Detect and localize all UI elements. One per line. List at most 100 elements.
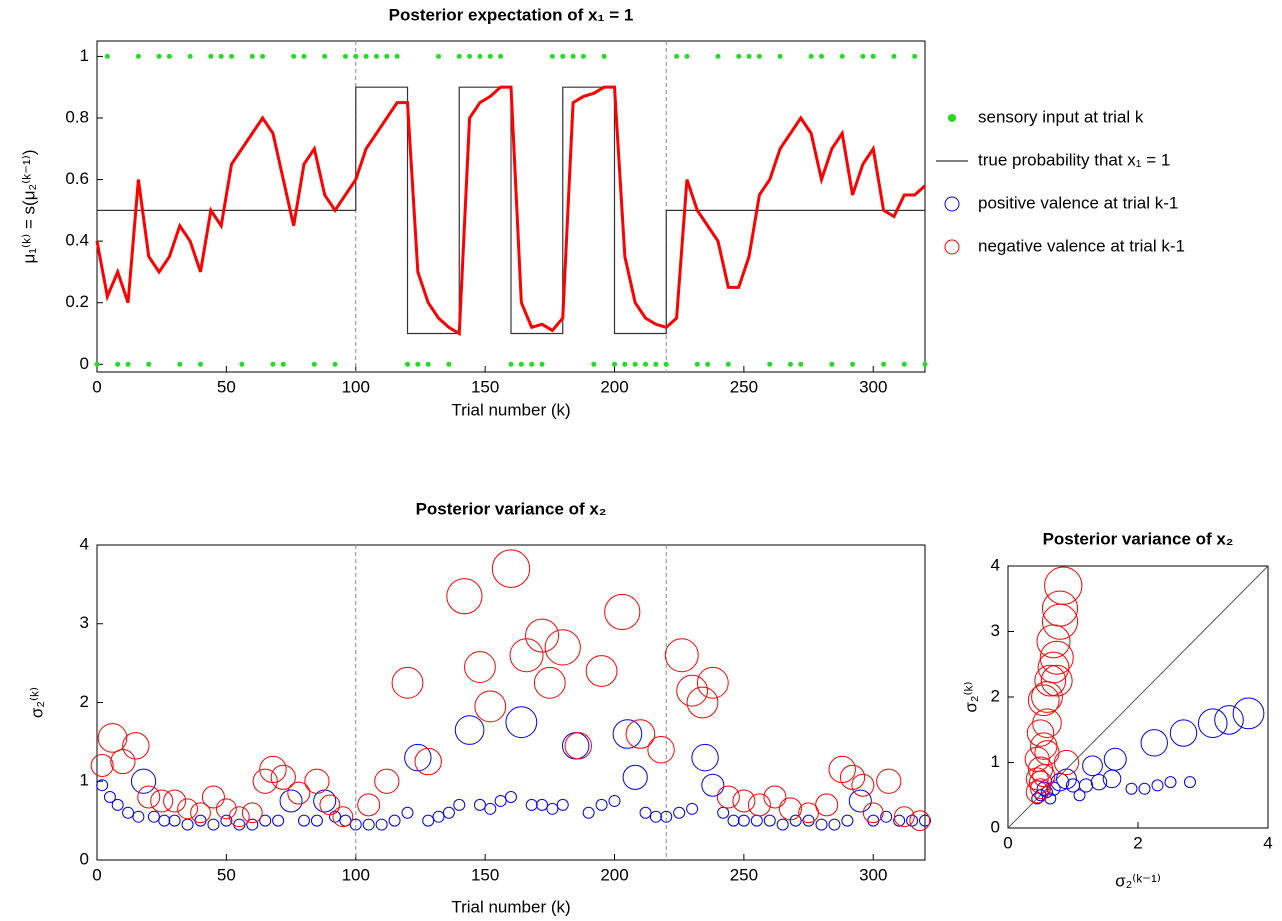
chart-title: Posterior variance of x₂ bbox=[416, 499, 607, 518]
input-dot bbox=[436, 53, 442, 59]
legend-label: sensory input at trial k bbox=[978, 107, 1144, 126]
bubble bbox=[190, 802, 211, 824]
x-tick-label: 300 bbox=[859, 377, 887, 396]
x-tick-label: 150 bbox=[471, 865, 499, 884]
bubble bbox=[207, 818, 220, 831]
y-tick-label: 0.6 bbox=[65, 169, 89, 188]
input-dot bbox=[912, 53, 918, 59]
bubble bbox=[473, 798, 486, 811]
y-tick-label: 2 bbox=[80, 692, 89, 711]
input-dot bbox=[746, 53, 752, 59]
x-tick-label: 300 bbox=[859, 865, 887, 884]
bubble bbox=[585, 655, 618, 687]
bubble bbox=[241, 802, 263, 824]
input-dot bbox=[218, 53, 224, 59]
chart-title: Posterior expectation of x₁ = 1 bbox=[389, 5, 634, 24]
input-dot bbox=[839, 53, 845, 59]
bubble bbox=[546, 802, 559, 815]
input-dot bbox=[705, 361, 711, 367]
bubble bbox=[158, 814, 171, 827]
bubble bbox=[375, 818, 388, 831]
bubble bbox=[1056, 768, 1077, 790]
input-dot bbox=[415, 361, 421, 367]
bubble bbox=[228, 806, 250, 828]
bubble bbox=[737, 814, 750, 827]
bubble bbox=[604, 593, 641, 631]
input-dot bbox=[684, 53, 690, 59]
input-dot bbox=[280, 361, 286, 367]
input-dot bbox=[518, 361, 524, 367]
bubble bbox=[815, 818, 828, 831]
input-dot bbox=[456, 53, 462, 59]
y-tick-label: 3 bbox=[991, 621, 1000, 640]
bubble bbox=[880, 810, 893, 823]
bubble bbox=[763, 814, 776, 827]
bubble bbox=[1164, 776, 1177, 789]
y-tick-label: 0 bbox=[80, 849, 89, 868]
bubble bbox=[1078, 778, 1094, 793]
input-dot bbox=[446, 361, 452, 367]
bubble bbox=[201, 785, 225, 809]
input-dot bbox=[715, 53, 721, 59]
bubble bbox=[1034, 664, 1067, 697]
legend-label: positive valence at trial k-1 bbox=[978, 193, 1178, 212]
input-dot bbox=[373, 53, 379, 59]
bubble bbox=[446, 578, 483, 615]
x-tick-label: 250 bbox=[730, 865, 758, 884]
legend-symbol bbox=[944, 196, 960, 212]
x-tick-label: 100 bbox=[342, 377, 370, 396]
bubble bbox=[716, 785, 740, 809]
bubble bbox=[464, 651, 496, 683]
input-dot bbox=[736, 53, 742, 59]
legend-symbol bbox=[948, 114, 956, 122]
bubble bbox=[612, 719, 643, 749]
input-dot bbox=[725, 361, 731, 367]
input-dot bbox=[311, 361, 317, 367]
bubble bbox=[893, 814, 906, 827]
y-tick-label: 0.8 bbox=[65, 107, 89, 126]
input-dot bbox=[467, 53, 473, 59]
bubble bbox=[1140, 729, 1168, 757]
input-dot bbox=[901, 361, 907, 367]
x-axis-label: Trial number (k) bbox=[451, 400, 570, 419]
bubble bbox=[177, 798, 198, 820]
input-dot bbox=[922, 361, 928, 367]
bubble bbox=[90, 754, 114, 777]
bubble bbox=[893, 806, 915, 828]
x-tick-label: 150 bbox=[471, 377, 499, 396]
bubble bbox=[647, 736, 675, 764]
bubble bbox=[909, 810, 931, 832]
bubble bbox=[789, 814, 802, 827]
bubble bbox=[168, 814, 181, 827]
x-tick-label: 0 bbox=[92, 865, 101, 884]
bubble bbox=[1044, 792, 1057, 805]
bubble bbox=[442, 806, 455, 819]
y-tick-label: 0.4 bbox=[65, 231, 89, 250]
input-dot bbox=[560, 53, 566, 59]
bubble bbox=[453, 798, 466, 811]
y-tick-label: 0.2 bbox=[65, 292, 89, 311]
bubble bbox=[1044, 566, 1083, 605]
bubble bbox=[1024, 746, 1050, 772]
bubble bbox=[111, 798, 124, 811]
bubble bbox=[1214, 705, 1244, 735]
bubble bbox=[298, 814, 310, 827]
bubble bbox=[163, 789, 187, 813]
bubble bbox=[122, 732, 150, 760]
bubble bbox=[1151, 779, 1164, 792]
input-dot bbox=[322, 53, 328, 59]
bubble bbox=[215, 798, 237, 820]
input-dot bbox=[549, 53, 555, 59]
input-dot bbox=[135, 53, 141, 59]
bubble bbox=[1025, 767, 1049, 791]
input-dot bbox=[570, 53, 576, 59]
bubble bbox=[310, 814, 323, 827]
bubble bbox=[639, 806, 652, 819]
bubble bbox=[357, 793, 381, 817]
x-tick-label: 200 bbox=[600, 865, 628, 884]
bubble bbox=[1027, 684, 1060, 717]
y-tick-label: 4 bbox=[80, 534, 89, 553]
bubble bbox=[150, 789, 174, 813]
bubble bbox=[1169, 719, 1198, 747]
input-dot bbox=[187, 53, 193, 59]
